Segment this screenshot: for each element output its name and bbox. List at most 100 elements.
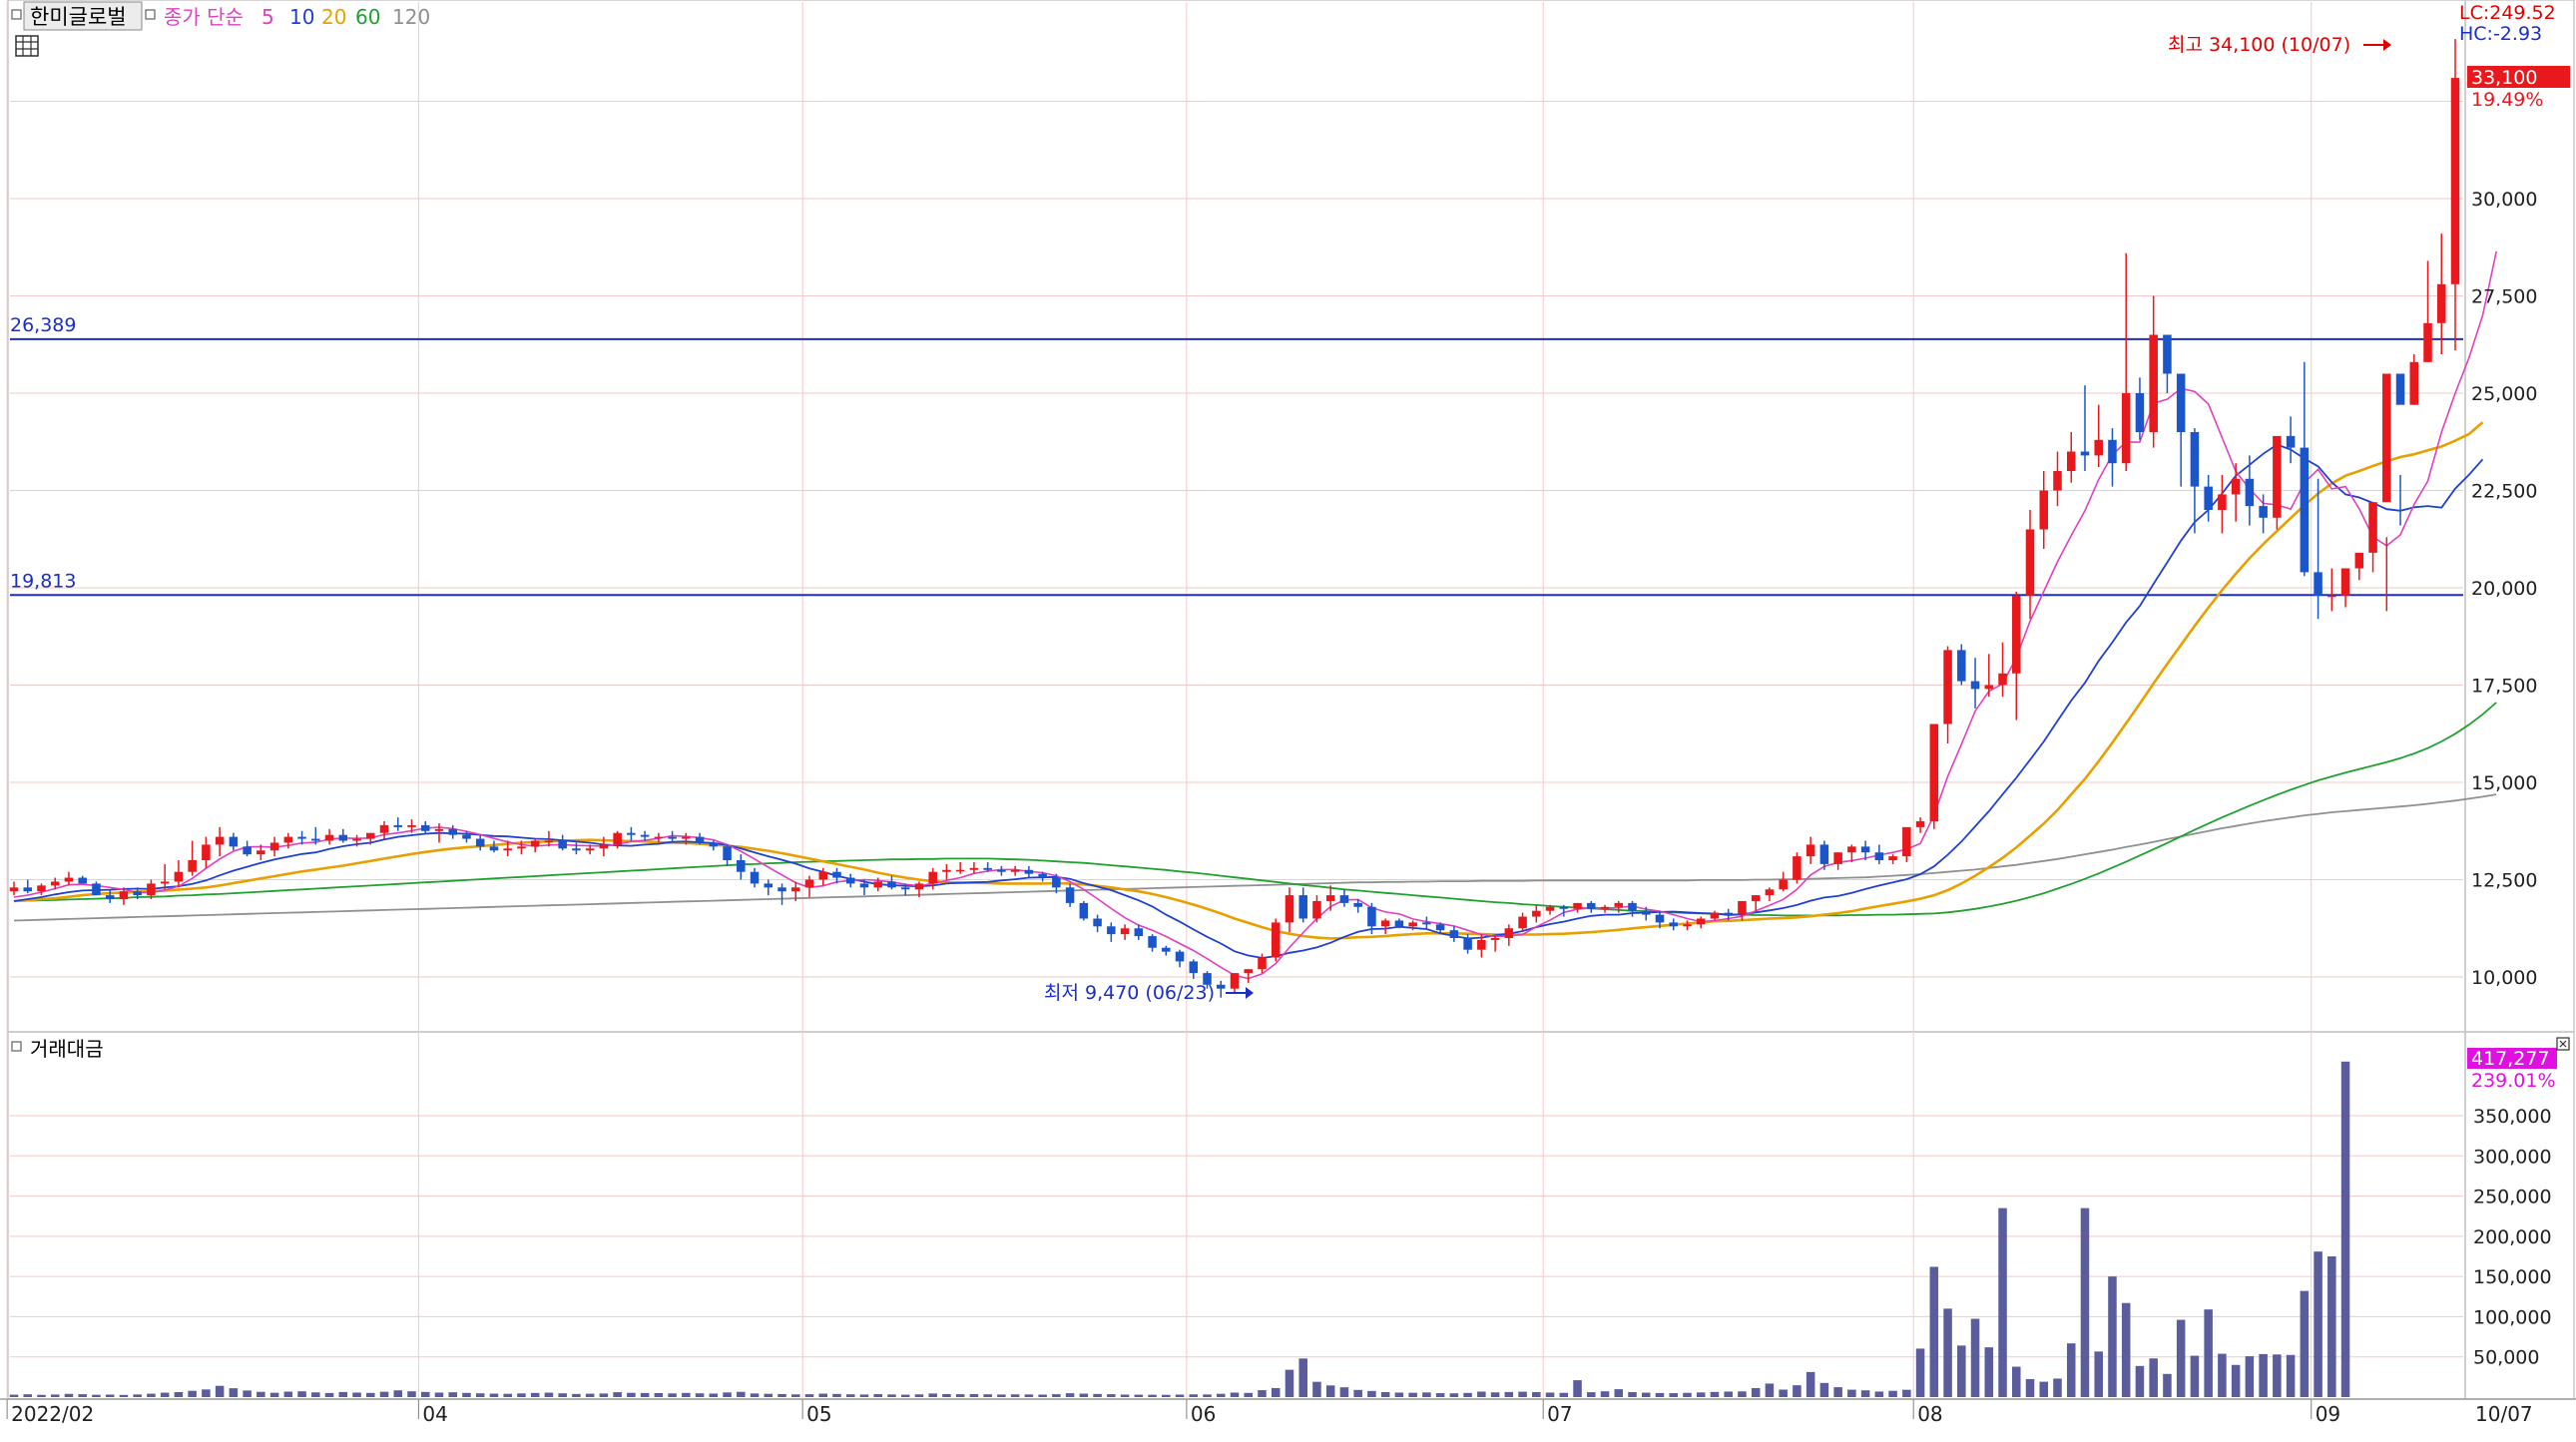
volume-bar [1175, 1394, 1185, 1397]
candle-body [1189, 961, 1199, 974]
stock-name[interactable]: 한미글로벌 [30, 5, 127, 29]
volume-bar [640, 1392, 650, 1397]
candle-body [503, 848, 512, 851]
month-label: 06 [1191, 1402, 1216, 1426]
volume-bar [1258, 1390, 1267, 1397]
volume-bar [2259, 1353, 2268, 1397]
candle-body [407, 824, 416, 827]
ma20-line [13, 421, 2484, 940]
volume-bar [1545, 1392, 1555, 1397]
ma-legend-60[interactable]: 60 [355, 5, 380, 29]
candle-body [1312, 900, 1321, 919]
volume-bar [2273, 1354, 2282, 1397]
candle-body [9, 887, 19, 892]
candle-body [627, 832, 636, 835]
volume-bar [133, 1394, 142, 1397]
candle-body [859, 883, 869, 888]
volume-bar [900, 1394, 910, 1397]
volume-bar [105, 1394, 115, 1397]
volume-bar [2108, 1276, 2117, 1397]
volume-bar [955, 1394, 965, 1397]
volume-bar [695, 1393, 705, 1397]
volume-bar [997, 1394, 1006, 1397]
candle-body [777, 887, 786, 892]
table-icon[interactable] [15, 35, 39, 57]
candle-body [1244, 969, 1254, 974]
volume-badge-value: 417,277 [2471, 1048, 2550, 1070]
candles-layer [9, 39, 2460, 998]
candle-body [804, 879, 814, 888]
volume-bar [407, 1391, 416, 1397]
volume-bar [1641, 1392, 1651, 1397]
candle-body [2149, 334, 2158, 432]
volume-bar [257, 1391, 265, 1397]
volume-bar [215, 1385, 225, 1397]
volume-bar [1847, 1389, 1856, 1397]
ma-legend-120[interactable]: 120 [392, 5, 430, 29]
volume-bar [366, 1392, 375, 1397]
high-annotation: 최고 34,100 (10/07) [2168, 34, 2350, 56]
lc-value: LC:249.52 [2459, 2, 2556, 24]
volume-bar [1957, 1345, 1966, 1397]
candle-body [243, 846, 252, 855]
candle-body [420, 824, 430, 831]
candle-body [1860, 846, 1870, 853]
candle-body [1052, 877, 1061, 888]
volume-bar [188, 1390, 197, 1397]
volume-close-icon[interactable] [2556, 1037, 2570, 1051]
candle-body [737, 860, 746, 872]
volume-bar [2163, 1373, 2172, 1397]
candle-body [188, 860, 197, 872]
panel-marker-icon [11, 9, 22, 20]
candle-body [2190, 432, 2200, 487]
month-label: 2022/02 [11, 1402, 94, 1426]
candle-body [92, 883, 101, 896]
ma-legend-20[interactable]: 20 [321, 5, 346, 29]
volume-bar [1367, 1390, 1376, 1397]
volume-title[interactable]: 거래대금 [30, 1037, 104, 1061]
volume-bar [1120, 1394, 1130, 1397]
ma-legend-label[interactable]: 종가 단순 [164, 5, 244, 29]
volume-bar [1203, 1394, 1212, 1397]
candle-body [2245, 478, 2255, 507]
candle-body [379, 824, 389, 833]
candle-body [2409, 361, 2419, 405]
candle-body [1380, 920, 1390, 927]
volume-bar [297, 1391, 306, 1397]
volume-bar [2176, 1319, 2186, 1397]
candle-body [2204, 486, 2213, 510]
volume-bar [1738, 1391, 1747, 1397]
ma-legend-10[interactable]: 10 [289, 5, 314, 29]
candle-body [818, 871, 828, 880]
price-tick-label: 22,500 [2471, 481, 2537, 503]
ma-legend-5[interactable]: 5 [261, 5, 274, 29]
candle-body [2327, 595, 2336, 598]
candle-body [2286, 435, 2296, 448]
candle-body [105, 895, 115, 899]
candle-body [873, 881, 882, 888]
stock-name-box[interactable] [23, 1, 143, 31]
volume-bar [243, 1390, 252, 1397]
volume-bar [462, 1392, 471, 1397]
candle-body [1683, 924, 1692, 927]
volume-bar [1902, 1389, 1911, 1397]
candle-body [942, 869, 951, 872]
volume-bar [1559, 1392, 1569, 1397]
volume-bar [887, 1394, 896, 1397]
candle-body [1230, 973, 1240, 989]
candle-body [723, 846, 732, 860]
candle-body [2382, 373, 2391, 503]
volume-bar [1134, 1394, 1144, 1397]
candle-body [1874, 852, 1884, 860]
candle-body [1957, 650, 1966, 682]
volume-bar [750, 1393, 760, 1397]
candle-body [1600, 906, 1610, 909]
candle-body [750, 871, 760, 884]
volume-bar [1532, 1392, 1541, 1397]
volume-bar [1724, 1391, 1733, 1397]
volume-tick-label: 250,000 [2473, 1187, 2552, 1208]
price-tick-label: 10,000 [2471, 967, 2537, 989]
candle-body [257, 850, 265, 855]
candle-body [1614, 902, 1624, 907]
